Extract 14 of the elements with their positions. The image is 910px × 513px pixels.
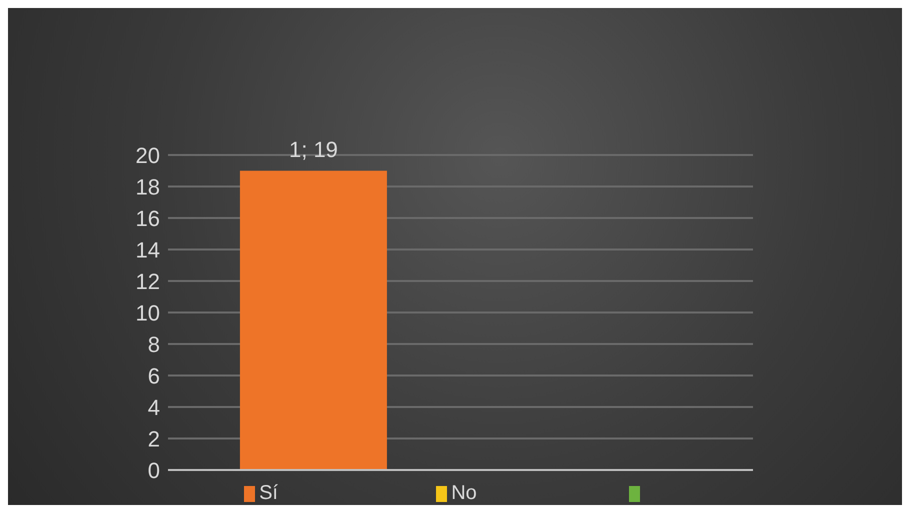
y-tick-label: 8 — [148, 332, 160, 357]
y-tick-label: 0 — [148, 458, 160, 483]
data-label: 1; 19 — [288, 136, 338, 162]
y-tick-label: 2 — [148, 426, 160, 452]
legend-label: Sí — [259, 482, 278, 505]
y-tick-label: 6 — [148, 363, 160, 388]
y-tick-label: 18 — [136, 174, 160, 200]
y-tick-label: 10 — [136, 300, 160, 326]
legend-label: No — [451, 482, 477, 505]
y-tick-label: 16 — [136, 206, 160, 231]
y-tick-label: 20 — [136, 142, 160, 168]
y-tick-label: 4 — [148, 394, 160, 420]
y-tick-label: 14 — [136, 237, 160, 262]
y-tick-label: 12 — [136, 268, 160, 294]
